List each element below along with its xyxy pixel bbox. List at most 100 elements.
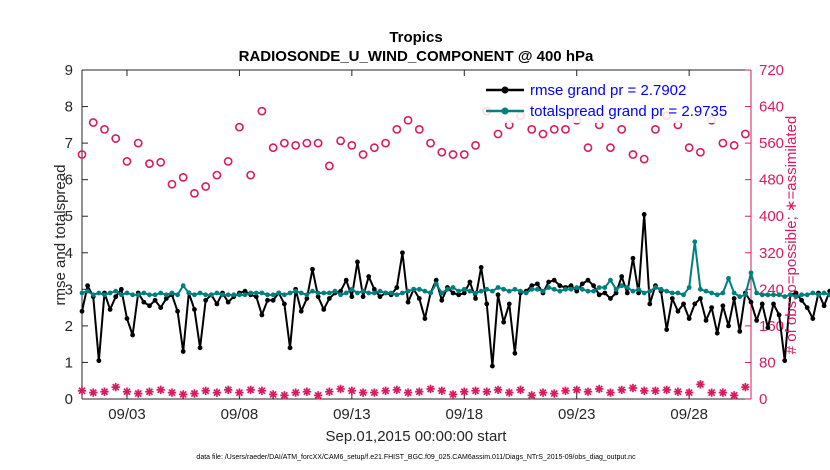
obs-possible-marker bbox=[313, 138, 323, 148]
obs-assimilated-marker bbox=[246, 385, 255, 395]
obs-assimilated-marker bbox=[696, 380, 705, 389]
obs-possible-marker bbox=[684, 143, 694, 153]
obs-assimilated-marker bbox=[471, 386, 480, 395]
obs-assimilated-marker bbox=[595, 384, 604, 394]
totalspread-point bbox=[709, 290, 715, 296]
obs-assimilated-marker bbox=[628, 383, 638, 393]
obs-possible-marker bbox=[336, 136, 346, 146]
totalspread-point bbox=[237, 292, 242, 298]
obs-asterisk-stroke bbox=[505, 388, 513, 397]
rmse-point bbox=[180, 349, 186, 354]
rmse-point bbox=[608, 296, 613, 301]
rmse-point bbox=[574, 288, 580, 294]
totalspread-point bbox=[793, 294, 799, 300]
totalspread-point bbox=[422, 288, 428, 294]
rmse-point bbox=[355, 259, 360, 265]
series-lines bbox=[79, 211, 830, 369]
obs-asterisk-stroke bbox=[640, 387, 648, 395]
totalspread-point bbox=[754, 290, 760, 296]
rmse-point bbox=[203, 297, 209, 303]
obs-assimilated-marker bbox=[223, 385, 233, 395]
totalspread-point bbox=[107, 290, 113, 296]
obs-asterisk-stroke bbox=[280, 391, 289, 399]
rmse-point bbox=[270, 297, 276, 303]
rmse-point bbox=[630, 255, 636, 261]
obs-assimilated-marker bbox=[729, 391, 739, 400]
obs-assimilated-marker bbox=[77, 386, 87, 395]
totalspread-point bbox=[197, 290, 203, 296]
obs-asterisk-stroke bbox=[708, 388, 716, 397]
totalspread-point bbox=[147, 292, 152, 298]
obs-assimilated-marker bbox=[606, 388, 615, 397]
obs-asterisk-stroke bbox=[573, 386, 581, 394]
totalspread-point bbox=[596, 285, 602, 290]
rmse-point bbox=[326, 296, 332, 301]
totalspread-point bbox=[742, 292, 748, 298]
totalspread-point bbox=[681, 292, 686, 298]
totalspread-point bbox=[799, 292, 804, 298]
obs-asterisk-stroke bbox=[235, 388, 244, 397]
left-tick-label: 6 bbox=[65, 172, 73, 189]
totalspread-point bbox=[388, 290, 394, 296]
obs-possible-marker bbox=[718, 138, 728, 148]
totalspread-point bbox=[360, 288, 366, 294]
obs-possible-marker bbox=[257, 106, 267, 116]
totalspread-point bbox=[158, 290, 164, 296]
rmse-point bbox=[371, 286, 377, 292]
totalspread-point bbox=[231, 292, 237, 298]
obs-asterisk-stroke bbox=[561, 387, 570, 395]
totalspread-point bbox=[416, 286, 422, 292]
obs-possible-marker bbox=[493, 129, 503, 139]
totalspread-point bbox=[96, 290, 102, 296]
obs-possible-marker bbox=[88, 118, 98, 127]
obs-asterisk-stroke bbox=[618, 386, 626, 394]
totalspread-point bbox=[484, 286, 490, 292]
legend-box bbox=[482, 81, 734, 123]
obs-possible-marker bbox=[448, 150, 458, 159]
rmse-point bbox=[731, 296, 737, 301]
totalspread-point bbox=[771, 292, 776, 298]
legend-spread-label: totalspread grand pr = 2.9735 bbox=[530, 103, 727, 120]
obs-assimilated-marker bbox=[460, 387, 469, 396]
totalspread-point bbox=[647, 288, 653, 294]
obs-possible-marker bbox=[651, 125, 660, 134]
x-tick-label: 09/13 bbox=[333, 406, 371, 423]
obs-possible-marker bbox=[538, 129, 548, 139]
obs-possible-marker bbox=[246, 170, 256, 180]
rmse-point bbox=[624, 290, 630, 296]
rmse-point bbox=[259, 312, 265, 318]
totalspread-point bbox=[366, 290, 372, 296]
totalspread-point bbox=[450, 285, 456, 290]
data-file-footnote: data file: /Users/raeder/DAI/ATM_forcXX/… bbox=[196, 454, 636, 461]
obs-assimilated-marker bbox=[178, 390, 188, 399]
totalspread-point bbox=[619, 283, 625, 289]
obs-asterisk-stroke bbox=[651, 387, 660, 395]
obs-possible-marker bbox=[347, 140, 357, 150]
obs-assimilated-marker bbox=[257, 386, 267, 395]
totalspread-point bbox=[467, 288, 473, 294]
rmse-point bbox=[596, 292, 602, 298]
totalspread-point bbox=[579, 286, 585, 292]
totalspread-point bbox=[248, 290, 254, 296]
rmse-point bbox=[568, 283, 574, 289]
totalspread-point bbox=[568, 286, 574, 292]
rmse-point bbox=[771, 301, 776, 307]
obs-assimilated-marker bbox=[538, 388, 548, 397]
obs-possible-marker bbox=[133, 138, 143, 148]
totalspread-point bbox=[714, 292, 720, 298]
obs-possible-marker bbox=[145, 159, 154, 169]
obs-possible-marker bbox=[369, 143, 379, 153]
obs-assimilated-marker bbox=[583, 387, 593, 396]
rmse-point bbox=[377, 294, 383, 300]
totalspread-point bbox=[563, 286, 568, 292]
rmse-point bbox=[163, 296, 169, 301]
totalspread-point bbox=[692, 239, 698, 245]
rmse-point bbox=[416, 296, 422, 301]
x-tick-label: 09/18 bbox=[446, 406, 484, 423]
totalspread-point bbox=[669, 290, 675, 296]
totalspread-point bbox=[546, 285, 552, 290]
totalspread-point bbox=[810, 290, 816, 296]
totalspread-point bbox=[192, 292, 197, 298]
left-tick-label: 3 bbox=[65, 281, 73, 298]
